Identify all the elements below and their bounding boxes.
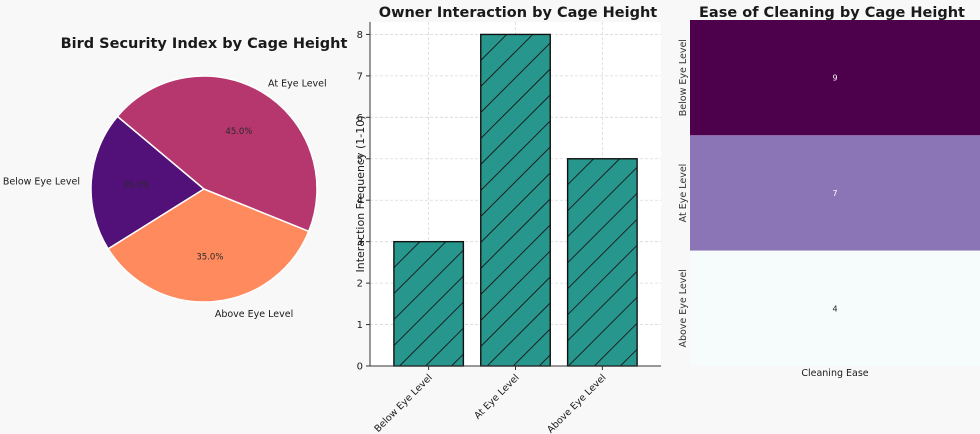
bar-y-tick-label: 7 — [357, 71, 363, 82]
heatmap-cell-value: 7 — [832, 189, 837, 198]
pie-slice-label: Below Eye Level — [3, 176, 80, 187]
bar — [393, 240, 465, 367]
heatmap-chart: Ease of Cleaning by Cage Height 9 7 4 Belo… — [678, 5, 980, 379]
bar-y-tick-label: 2 — [357, 279, 363, 290]
bar-fill — [480, 34, 551, 366]
bar-title: Owner Interaction by Cage Height — [379, 5, 658, 21]
heatmap-row-label: Below Eye Level — [678, 39, 689, 116]
pie-chart: Bird Security Index by Cage Height Below… — [3, 36, 348, 320]
pie-slice — [90, 115, 206, 250]
bar — [566, 158, 638, 367]
pie-percent-label: 45.0% — [225, 127, 252, 137]
heatmap-title: Ease of Cleaning by Cage Height — [699, 5, 965, 21]
pie-percent-label: 20.0% — [123, 180, 150, 190]
bar-y-tick-label: 1 — [357, 320, 363, 331]
pie-title: Bird Security Index by Cage Height — [61, 36, 348, 52]
bar-y-tick-label: 3 — [357, 237, 363, 248]
heatmap-cell-value: 4 — [832, 304, 837, 313]
bar — [480, 33, 551, 367]
pie-percent-label: 35.0% — [196, 253, 223, 263]
bar-y-axis-label: Interaction Frequency (1-10) — [354, 115, 367, 272]
bar-y-tick-label: 6 — [357, 113, 363, 124]
pie-slice-label: Above Eye Level — [215, 309, 293, 320]
bar-x-tick-label: Below Eye Level — [372, 372, 434, 434]
bar-fill — [567, 158, 638, 366]
heatmap-cell — [690, 250, 980, 366]
bar-x-tick-label: At Eye Level — [472, 372, 521, 421]
heatmap-cell — [690, 20, 980, 136]
pie-slice — [107, 188, 310, 303]
heatmap-row-label: Above Eye Level — [678, 269, 689, 347]
heatmap-cell — [690, 135, 980, 251]
bar-y-tick-label: 8 — [357, 30, 363, 41]
bar-x-tick-label: Above Eye Level — [545, 372, 608, 434]
bar-hatch — [480, 34, 551, 366]
bar-y-tick-label: 4 — [357, 196, 363, 207]
pie-slice-label: At Eye Level — [268, 78, 327, 89]
pie-slice — [116, 75, 318, 233]
heatmap-row-label: At Eye Level — [678, 164, 689, 223]
bar-y-tick-label: 0 — [357, 362, 363, 373]
bar-chart: Owner Interaction by Cage Height 0 1 2 3 4 5 6… — [354, 5, 661, 434]
bar-y-tick-label: 5 — [357, 154, 363, 165]
heatmap-cell-value: 9 — [832, 74, 837, 83]
heatmap-column-label: Cleaning Ease — [801, 368, 868, 379]
